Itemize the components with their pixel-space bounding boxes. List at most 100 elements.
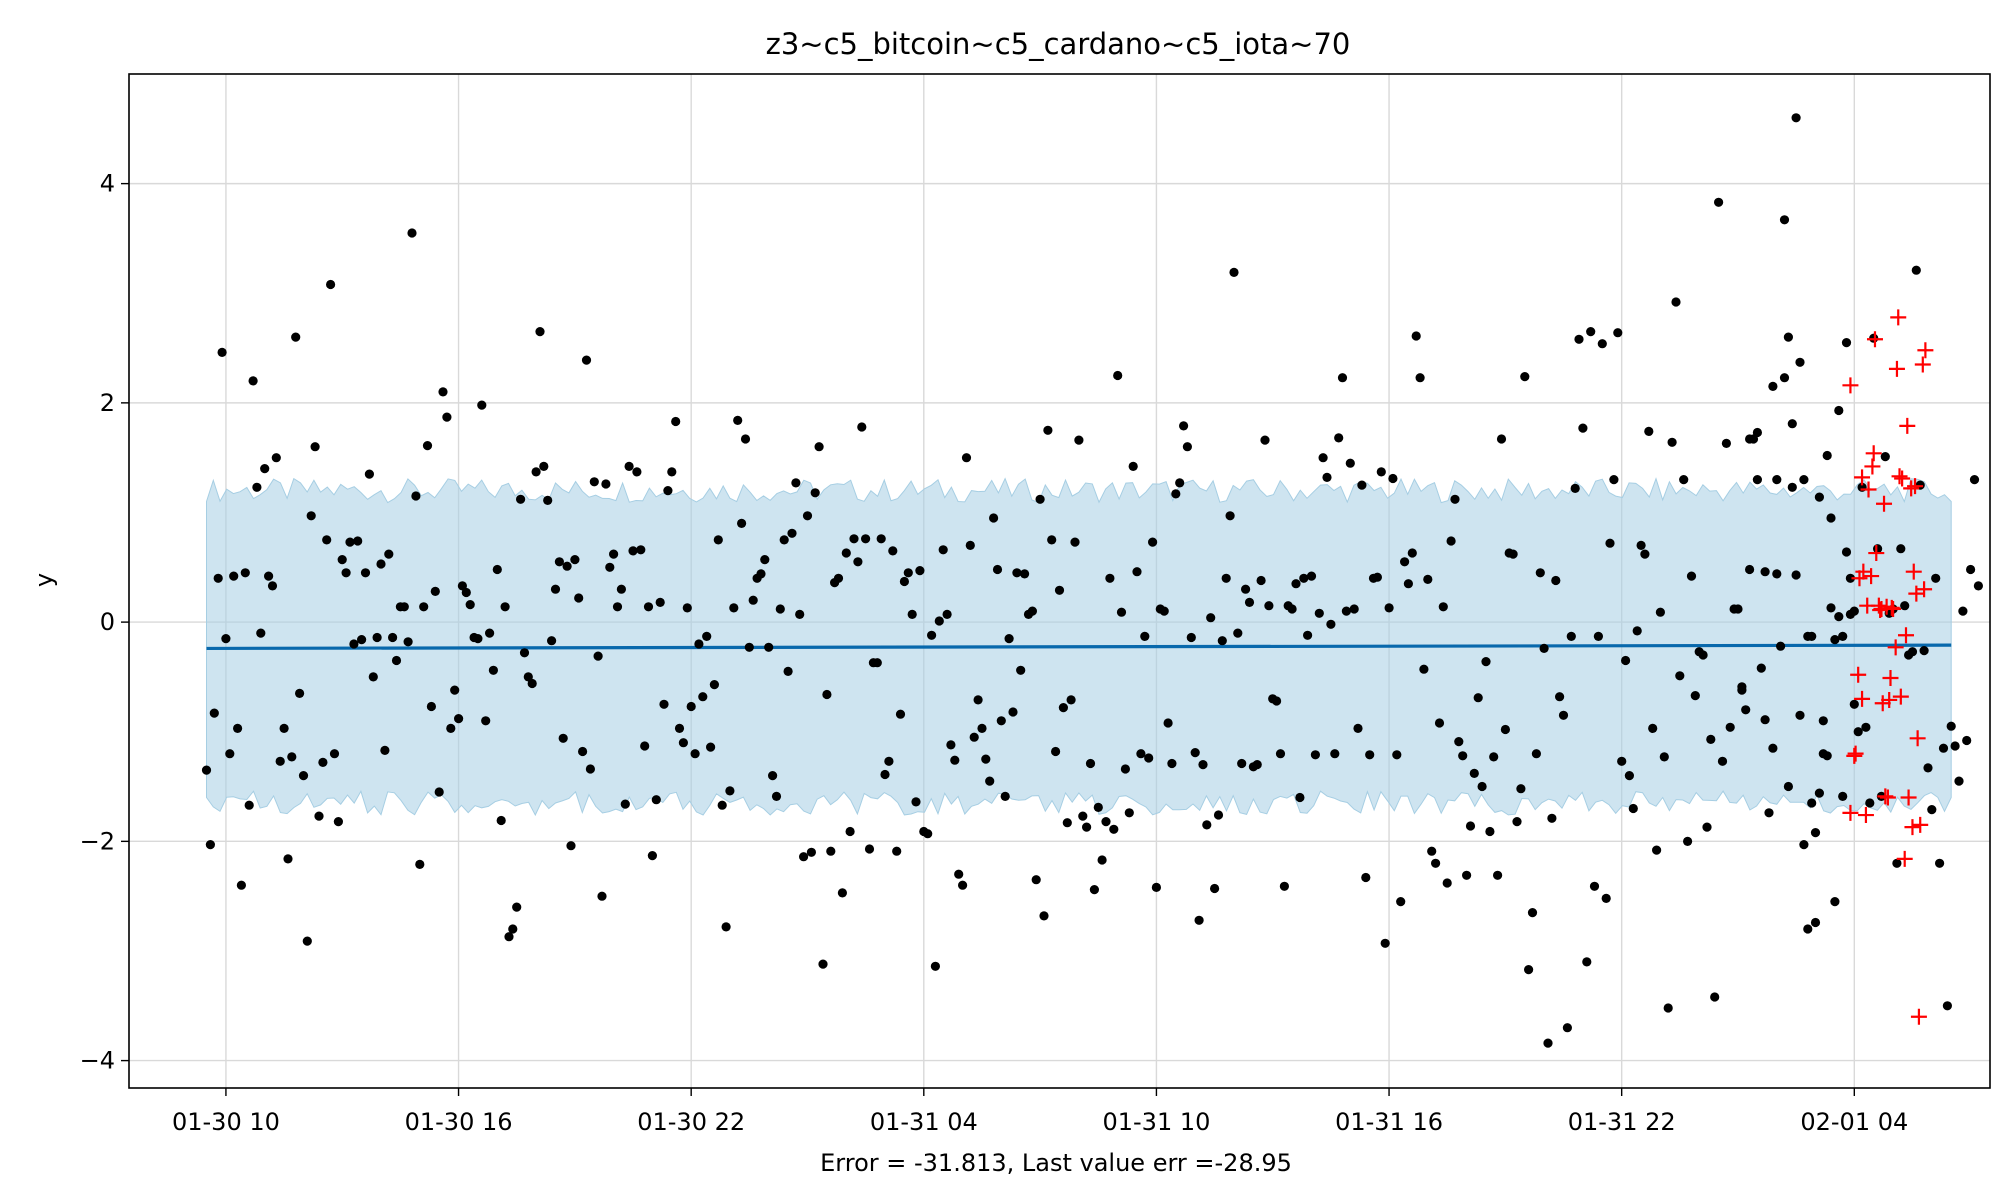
observed-point [574, 593, 584, 603]
observed-point [1946, 721, 1956, 731]
observed-point [477, 400, 487, 410]
observed-point [674, 723, 685, 734]
observed-point [1151, 882, 1161, 893]
observed-point [1384, 603, 1394, 613]
observed-point [391, 655, 402, 666]
observed-point [1287, 604, 1297, 614]
observed-point [1822, 450, 1832, 461]
observed-point [1830, 897, 1840, 907]
observed-point [500, 602, 510, 612]
observed-point [1589, 881, 1600, 891]
observed-point [434, 787, 444, 797]
observed-point [233, 723, 243, 734]
observed-point [1768, 743, 1778, 753]
observed-point [1349, 604, 1359, 614]
observed-point [1434, 718, 1445, 728]
observed-point [1826, 513, 1836, 523]
observed-point [1423, 574, 1433, 585]
observed-point [512, 902, 522, 912]
observed-point [632, 467, 642, 477]
observed-point [1481, 657, 1491, 667]
observed-point [554, 557, 565, 567]
observed-point [1558, 710, 1569, 720]
observed-point [961, 453, 972, 463]
observed-point [1043, 425, 1053, 435]
observed-point [1179, 421, 1189, 431]
observed-point [593, 651, 603, 661]
observed-point [616, 584, 627, 594]
x-tick-label: 01-31 16 [1335, 1108, 1443, 1136]
observed-point [1826, 603, 1836, 613]
observed-point [1799, 475, 1809, 485]
observed-point [1543, 1038, 1553, 1048]
observed-point [1109, 824, 1119, 834]
observed-point [1838, 631, 1848, 642]
observed-point [271, 453, 281, 463]
observed-point [977, 723, 987, 734]
observed-point [1919, 646, 1929, 656]
observed-point [550, 584, 561, 594]
observed-point [1438, 602, 1448, 612]
observed-point [1136, 749, 1146, 759]
test-point [1868, 545, 1885, 562]
observed-point [1776, 641, 1786, 651]
observed-point [1578, 423, 1588, 433]
observed-point [636, 545, 646, 555]
observed-point [1907, 647, 1918, 657]
observed-point [845, 826, 855, 837]
observed-point [430, 586, 440, 597]
observed-point [1512, 817, 1522, 827]
observed-point [1458, 751, 1468, 761]
observed-point [1791, 570, 1801, 580]
observed-point [1206, 613, 1216, 623]
observed-point [488, 665, 498, 675]
observed-point [240, 568, 250, 578]
observed-point [543, 495, 553, 505]
observed-point [1303, 630, 1313, 640]
observed-point [337, 555, 347, 565]
observed-point [1241, 584, 1251, 594]
observed-point [1244, 597, 1255, 608]
observed-point [295, 688, 305, 699]
observed-point [485, 628, 495, 638]
observed-point [1485, 826, 1495, 837]
observed-point [1714, 197, 1724, 207]
observed-point [438, 387, 448, 397]
observed-point [888, 546, 898, 556]
observed-point [861, 534, 871, 544]
observed-point [353, 536, 363, 546]
observed-point [1838, 791, 1848, 802]
observed-point [806, 847, 817, 857]
observed-point [853, 557, 863, 567]
observed-point [519, 648, 530, 658]
observed-point [1531, 749, 1541, 759]
observed-point [1074, 435, 1084, 445]
observed-point [985, 776, 995, 786]
y-tick-label: −2 [80, 827, 115, 855]
observed-point [818, 959, 828, 969]
observed-point [1679, 475, 1689, 485]
observed-point [1795, 710, 1805, 720]
observed-point [787, 528, 797, 538]
observed-point [1454, 737, 1464, 747]
observed-point [539, 461, 549, 471]
observed-point [1004, 634, 1014, 644]
observed-point [209, 708, 219, 718]
test-point [1888, 360, 1905, 377]
observed-point [756, 569, 766, 579]
observed-point [1469, 768, 1479, 779]
observed-point [965, 540, 975, 551]
x-tick-label: 01-30 10 [172, 1108, 280, 1136]
observed-point [1465, 821, 1476, 831]
observed-point [1756, 663, 1766, 673]
observed-point [1779, 215, 1790, 225]
observed-point [876, 534, 886, 544]
test-point [1900, 789, 1917, 806]
observed-point [1768, 381, 1778, 391]
observed-point [899, 576, 910, 587]
observed-point [1586, 327, 1596, 337]
observed-point [566, 841, 576, 851]
x-tick-label: 02-01 04 [1800, 1108, 1908, 1136]
observed-point [298, 771, 309, 781]
observed-point [504, 932, 514, 942]
